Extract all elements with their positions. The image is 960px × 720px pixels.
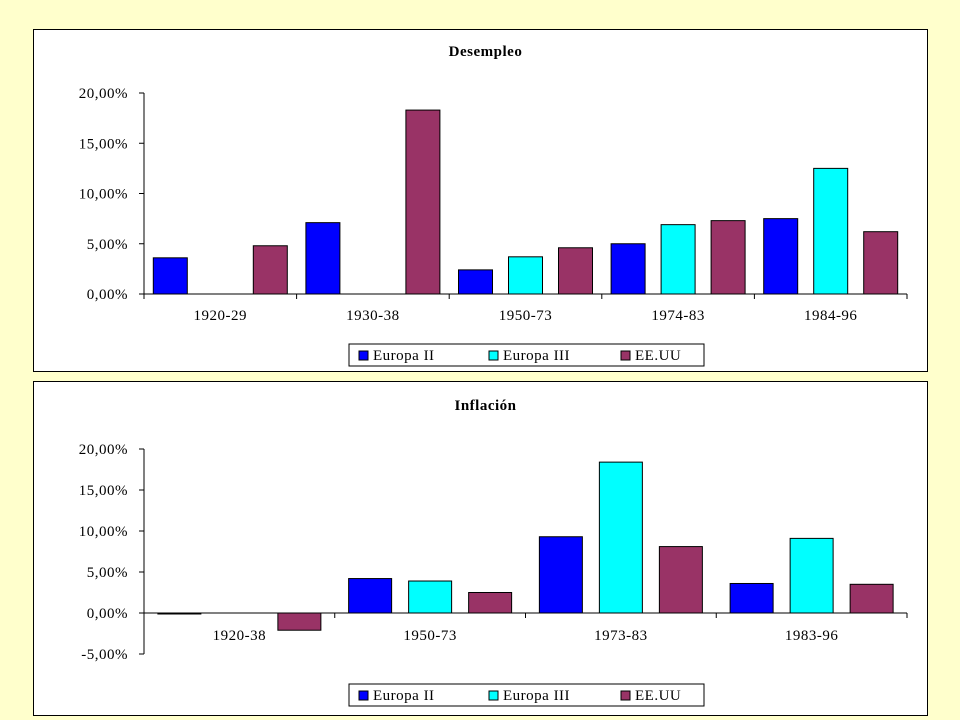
bar-europa-ii-1920-38: [157, 612, 202, 615]
x-category-label: 1920-29: [194, 308, 248, 324]
x-category-label: 1950-73: [403, 628, 457, 644]
legend-label-ee-uu: EE.UU: [635, 688, 681, 704]
x-category-label: 1920-38: [213, 628, 267, 644]
bar-europa-ii-1974-83: [610, 243, 646, 295]
bar-europa-iii-1984-96: [813, 167, 849, 295]
desempleo-chart-panel: Desempleo 0,00% 5,00% 10,00% 15,00% 20,00% 192…: [33, 29, 928, 372]
legend-label-europa-iii: Europa III: [503, 688, 570, 704]
bar-europa-iii-1983-96: [789, 537, 834, 614]
bar-europa-ii-1920-29: [152, 257, 188, 295]
x-category-label: 1974-83: [651, 308, 705, 324]
y-tick-label: 15,00%: [79, 483, 128, 499]
bar-europa-iii-1973-83: [598, 461, 643, 614]
bar-ee-uu-1920-38: [277, 612, 322, 631]
x-category-label: 1984-96: [804, 308, 858, 324]
y-tick-label: 10,00%: [79, 524, 128, 540]
bar-europa-ii-1930-38: [305, 222, 341, 295]
bar-europa-iii-1950-73: [508, 256, 543, 295]
legend-label-europa-ii: Europa II: [373, 348, 435, 364]
y-tick-label: 0,00%: [87, 287, 128, 303]
x-category-label: 1973-83: [594, 628, 648, 644]
y-tick-label: 5,00%: [87, 565, 128, 581]
bar-ee-uu-1983-96: [849, 583, 894, 614]
y-tick-label: 20,00%: [79, 86, 128, 102]
bar-europa-ii-1950-73: [348, 578, 393, 614]
bar-europa-ii-1984-96: [763, 218, 799, 295]
bar-ee-uu-1930-38: [405, 109, 441, 295]
inflacion-chart-panel: Inflación -5,00% 0,00% 5,00% 10,00% 15,00% 20,…: [33, 381, 928, 716]
legend-swatch-europa-ii: [358, 690, 369, 701]
legend-label-europa-iii: Europa III: [503, 348, 570, 364]
x-category-label: 1950-73: [499, 308, 553, 324]
bar-europa-iii-1950-73: [408, 580, 453, 614]
x-category-label: 1983-96: [785, 628, 839, 644]
bar-europa-ii-1950-73: [458, 269, 493, 295]
bar-ee-uu-1974-83: [710, 220, 746, 295]
y-tick-label: 20,00%: [79, 442, 128, 458]
legend-label-ee-uu: EE.UU: [635, 348, 681, 364]
y-tick-label: -5,00%: [81, 647, 128, 663]
legend-swatch-ee-uu: [620, 690, 631, 701]
bar-ee-uu-1950-73: [468, 592, 513, 614]
bar-ee-uu-1950-73: [558, 247, 593, 295]
legend-box: [348, 683, 705, 707]
y-tick-label: 5,00%: [87, 237, 128, 253]
inflacion-chart: Inflación -5,00% 0,00% 5,00% 10,00% 15,00% 20,…: [79, 398, 908, 707]
legend-label-europa-ii: Europa II: [373, 688, 435, 704]
bar-europa-ii-1983-96: [729, 582, 774, 614]
y-tick-label: 10,00%: [79, 187, 128, 203]
chart-title: Inflación: [454, 398, 516, 414]
chart-title: Desempleo: [449, 44, 523, 60]
legend-swatch-europa-ii: [358, 350, 369, 361]
bar-ee-uu-1973-83: [658, 546, 703, 614]
y-tick-label: 0,00%: [87, 606, 128, 622]
legend-swatch-ee-uu: [620, 350, 631, 361]
legend-swatch-europa-iii: [488, 690, 499, 701]
desempleo-chart: Desempleo 0,00% 5,00% 10,00% 15,00% 20,00% 192…: [79, 44, 908, 367]
x-category-label: 1930-38: [346, 308, 400, 324]
legend-swatch-europa-iii: [488, 350, 499, 361]
bar-europa-iii-1974-83: [660, 224, 696, 295]
legend-box: [348, 343, 705, 367]
y-tick-label: 15,00%: [79, 136, 128, 152]
bar-ee-uu-1920-29: [252, 245, 288, 295]
bar-europa-ii-1973-83: [538, 536, 583, 614]
bar-ee-uu-1984-96: [863, 231, 899, 295]
